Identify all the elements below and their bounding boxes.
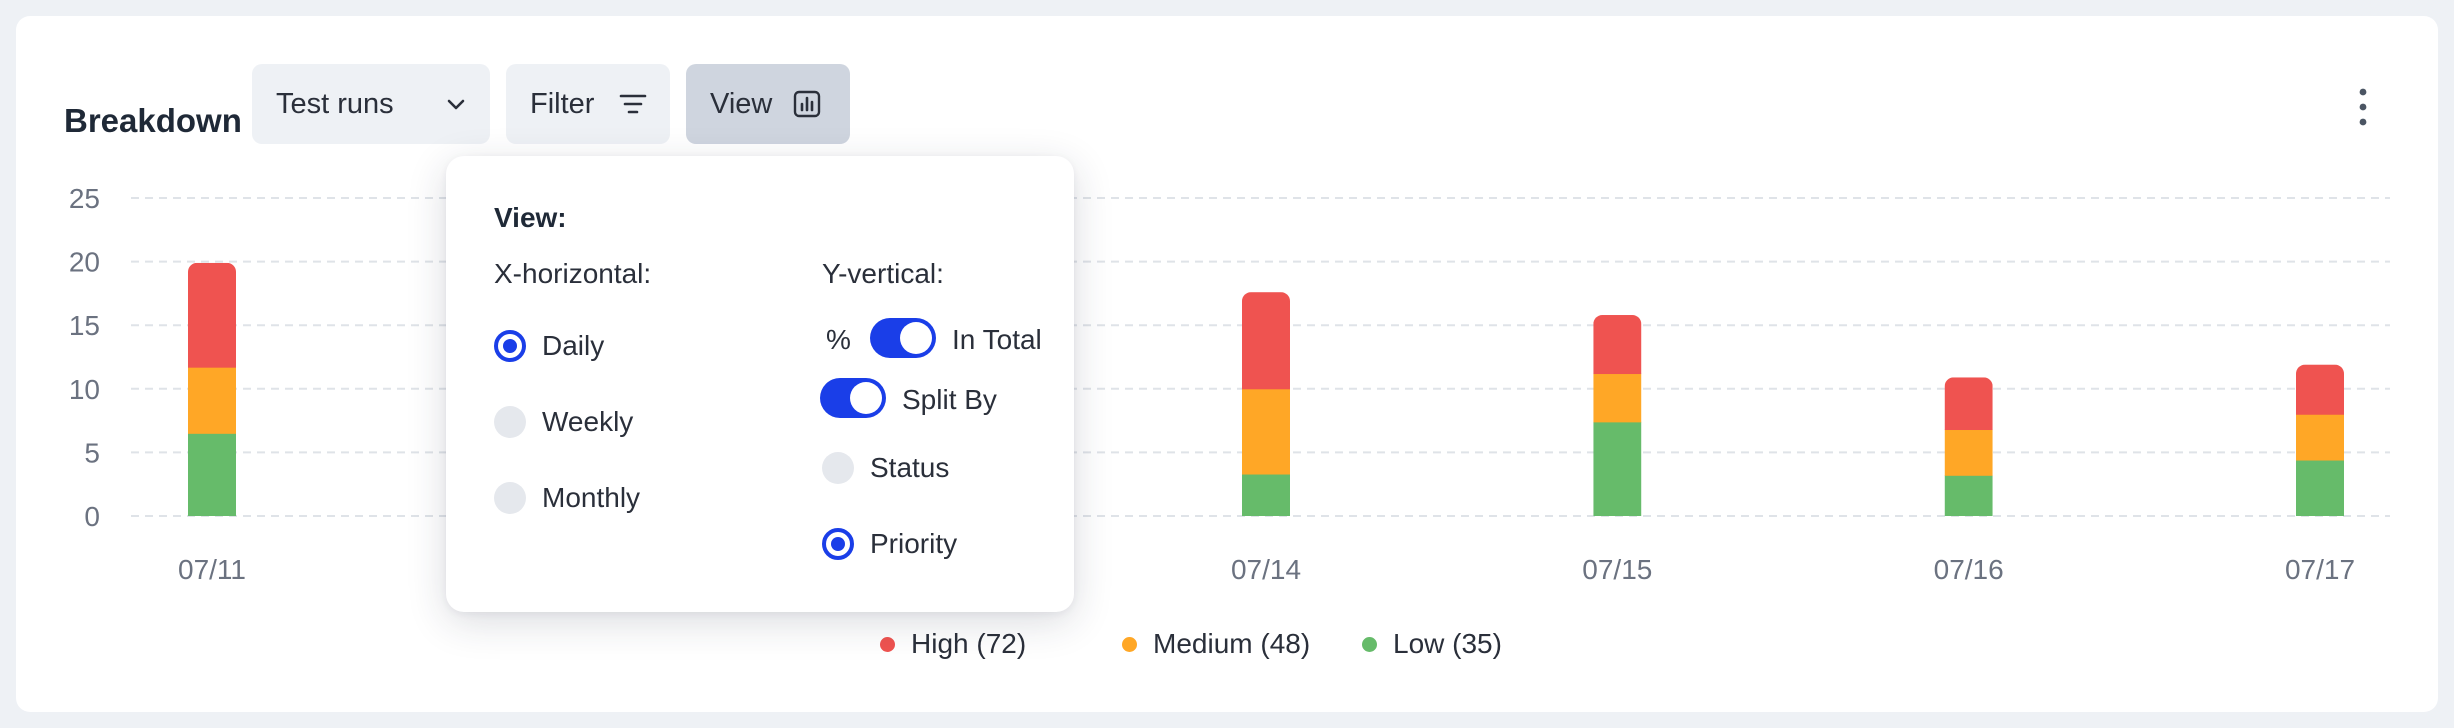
toggle-knob [850,382,882,414]
in-total-toggle[interactable] [870,318,936,358]
bar-stack[interactable] [1593,315,1642,516]
legend-item-medium[interactable]: Medium (48) [1122,628,1310,660]
legend-label-low: Low (35) [1393,628,1502,659]
stacked-bar-chart: 0 5 10 15 20 25 07/11 07/14 07/15 07/16 07/17 [69,183,2390,585]
chart-toolbar: Breakdown Test runs Filter View [16,16,2438,166]
bars [188,262,2344,516]
bar-segment-low[interactable] [188,433,236,516]
radio-priority[interactable] [822,528,854,560]
more-options-icon[interactable] [2348,82,2378,132]
radio-priority-label: Priority [870,528,958,559]
view-options-popover: View: X-horizontal: Y-vertical: Daily We… [446,156,1074,612]
test-runs-dropdown-label: Test runs [276,87,394,120]
legend-item-low[interactable]: Low (35) [1362,628,1502,660]
y-tick-label: 5 [84,437,100,468]
legend-dot-low [1362,636,1377,652]
bar-stack[interactable] [2296,364,2344,516]
y-tick-label: 15 [69,310,100,341]
bar-segment-high[interactable] [188,262,236,368]
bar-stack[interactable] [188,262,236,516]
radio-status[interactable] [822,452,854,484]
radio-weekly-label: Weekly [542,406,634,437]
x-axis-heading: X-horizontal: [494,258,652,289]
bar-segment-low[interactable] [2296,460,2344,516]
legend-dot-medium [1122,636,1137,652]
breakdown-card: 0 5 10 15 20 25 07/11 07/14 07/15 07/16 07/17 Bre… [16,16,2438,712]
chart-title: Breakdown [64,102,242,139]
bar-segment-low[interactable] [1242,474,1290,516]
view-button-label: View [710,87,773,120]
view-panel-title: View: [494,202,567,233]
in-total-label: In Total [952,324,1042,355]
test-runs-dropdown[interactable]: Test runs [252,64,490,144]
bar-segment-low[interactable] [1944,475,1993,516]
y-tick-label: 25 [69,183,100,214]
radio-monthly[interactable] [494,482,526,514]
y-axis-ticks: 0 5 10 15 20 25 [69,183,100,532]
filter-button[interactable]: Filter [506,64,670,144]
bar-segment-medium[interactable] [1944,429,1993,476]
percent-label: % [826,324,851,355]
x-tick-label: 07/17 [2285,554,2355,585]
split-by-label: Split By [902,384,997,415]
x-tick-label: 07/16 [1934,554,2004,585]
radio-daily[interactable] [494,330,526,362]
bar-segment-low[interactable] [1593,421,1642,516]
bar-segment-high[interactable] [1593,315,1642,375]
x-axis-ticks: 07/11 07/14 07/15 07/16 07/17 [178,554,2355,585]
filter-icon [618,90,648,118]
bar-segment-medium[interactable] [188,367,236,434]
bar-segment-medium[interactable] [1593,373,1642,423]
y-tick-label: 0 [84,501,100,532]
chart-legend: High (72) Medium (48) Low (35) [16,628,2438,668]
x-tick-label: 07/15 [1582,554,1652,585]
legend-dot-high [880,636,895,652]
radio-daily-label: Daily [542,330,605,361]
toggle-knob [900,322,932,354]
bar-segment-high[interactable] [1242,292,1290,390]
split-by-toggle[interactable] [820,378,886,418]
radio-weekly[interactable] [494,406,526,438]
bar-segment-medium[interactable] [2296,414,2344,461]
bar-stack[interactable] [1242,292,1290,516]
grid-lines [131,197,2390,517]
x-tick-label: 07/14 [1231,554,1301,585]
chevron-down-icon [444,92,468,116]
radio-status-label: Status [870,452,950,483]
y-axis-heading: Y-vertical: [822,258,944,289]
legend-label-medium: Medium (48) [1153,628,1311,659]
filter-button-label: Filter [530,87,595,120]
view-button[interactable]: View [686,64,850,144]
bar-chart-icon [792,89,822,119]
bar-segment-high[interactable] [2296,364,2344,415]
y-tick-label: 10 [69,374,100,405]
bar-stack[interactable] [1944,377,1993,516]
y-tick-label: 20 [69,247,100,278]
bar-segment-medium[interactable] [1242,388,1290,475]
radio-monthly-label: Monthly [542,482,641,513]
legend-label-high: High (72) [911,628,1027,659]
legend-item-high[interactable]: High (72) [880,628,1026,660]
x-tick-label: 07/11 [178,554,246,585]
bar-segment-high[interactable] [1944,377,1993,431]
